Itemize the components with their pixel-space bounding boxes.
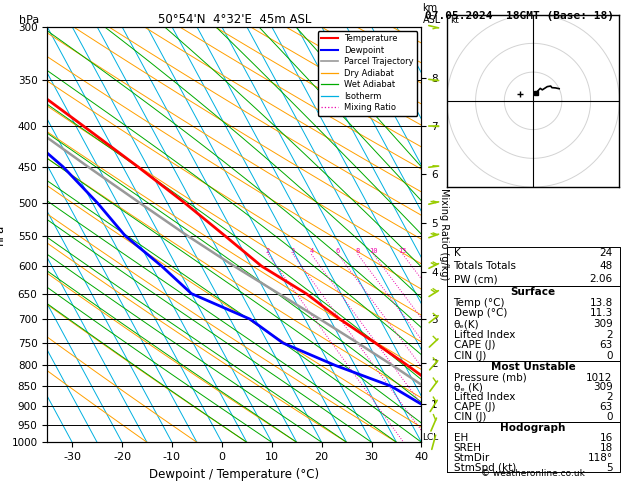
Title: 50°54'N  4°32'E  45m ASL: 50°54'N 4°32'E 45m ASL	[158, 13, 311, 26]
Text: kt: kt	[450, 16, 459, 25]
Text: © weatheronline.co.uk: © weatheronline.co.uk	[481, 469, 585, 478]
Text: StmSpd (kt): StmSpd (kt)	[454, 463, 516, 472]
Y-axis label: Mixing Ratio (g/kg): Mixing Ratio (g/kg)	[439, 189, 449, 280]
Text: Most Unstable: Most Unstable	[491, 362, 576, 372]
X-axis label: Dewpoint / Temperature (°C): Dewpoint / Temperature (°C)	[149, 468, 320, 481]
Text: 13.8: 13.8	[589, 298, 613, 308]
Text: hPa: hPa	[19, 15, 40, 25]
Text: Pressure (mb): Pressure (mb)	[454, 373, 526, 382]
Text: 2: 2	[266, 248, 270, 254]
Text: 8: 8	[355, 248, 360, 254]
Text: 309: 309	[593, 319, 613, 329]
Text: CIN (J): CIN (J)	[454, 351, 486, 361]
Text: LCL: LCL	[422, 433, 438, 442]
Text: K: K	[454, 248, 460, 259]
Text: 2: 2	[606, 330, 613, 340]
Text: θₑ (K): θₑ (K)	[454, 382, 482, 393]
Text: Totals Totals: Totals Totals	[454, 261, 516, 272]
Legend: Temperature, Dewpoint, Parcel Trajectory, Dry Adiabat, Wet Adiabat, Isotherm, Mi: Temperature, Dewpoint, Parcel Trajectory…	[318, 31, 417, 116]
Text: 1012: 1012	[586, 373, 613, 382]
Text: Temp (°C): Temp (°C)	[454, 298, 505, 308]
Text: Lifted Index: Lifted Index	[454, 392, 515, 402]
Text: θₑ(K): θₑ(K)	[454, 319, 479, 329]
Text: PW (cm): PW (cm)	[454, 275, 497, 284]
Text: 4: 4	[309, 248, 313, 254]
Text: 6: 6	[336, 248, 340, 254]
Text: 48: 48	[599, 261, 613, 272]
Text: 3: 3	[291, 248, 295, 254]
Text: CIN (J): CIN (J)	[454, 412, 486, 422]
Text: Lifted Index: Lifted Index	[454, 330, 515, 340]
Text: 0: 0	[606, 351, 613, 361]
Text: 63: 63	[599, 340, 613, 350]
Y-axis label: hPa: hPa	[0, 224, 6, 245]
Text: StmDir: StmDir	[454, 453, 490, 463]
Text: EH: EH	[454, 434, 468, 443]
Text: 24: 24	[599, 248, 613, 259]
Text: km
ASL: km ASL	[423, 3, 441, 25]
Text: 0: 0	[606, 412, 613, 422]
Text: 15: 15	[398, 248, 407, 254]
Text: 18: 18	[599, 443, 613, 453]
Text: 07.05.2024  18GMT (Base: 18): 07.05.2024 18GMT (Base: 18)	[425, 11, 613, 21]
Text: 118°: 118°	[587, 453, 613, 463]
Text: 16: 16	[599, 434, 613, 443]
Text: Hodograph: Hodograph	[501, 423, 565, 433]
Text: CAPE (J): CAPE (J)	[454, 402, 495, 412]
Text: 11.3: 11.3	[589, 309, 613, 318]
Text: CAPE (J): CAPE (J)	[454, 340, 495, 350]
Text: SREH: SREH	[454, 443, 482, 453]
Text: 2.06: 2.06	[589, 275, 613, 284]
Text: 2: 2	[606, 392, 613, 402]
Text: 10: 10	[369, 248, 377, 254]
Text: 63: 63	[599, 402, 613, 412]
Text: Dewp (°C): Dewp (°C)	[454, 309, 507, 318]
Text: 5: 5	[606, 463, 613, 472]
Text: Surface: Surface	[511, 287, 555, 297]
Text: 309: 309	[593, 382, 613, 393]
